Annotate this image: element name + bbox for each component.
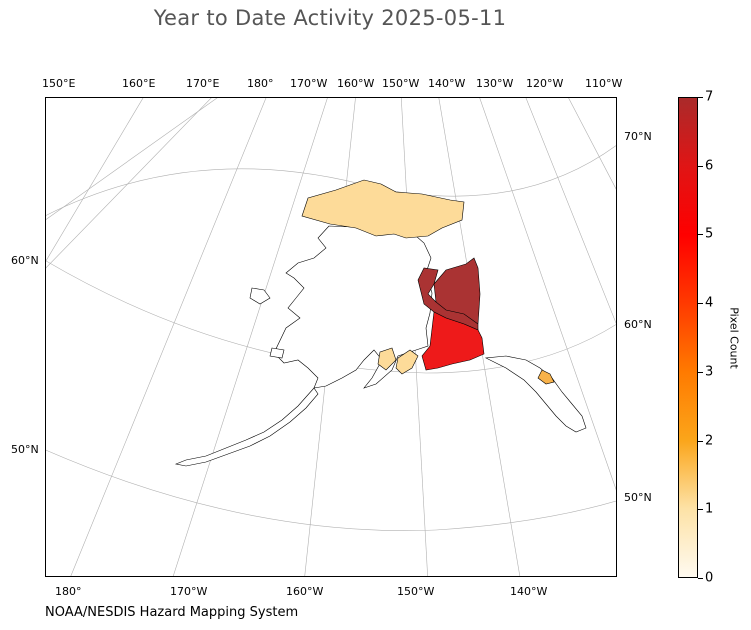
map-title: Year to Date Activity 2025-05-11 xyxy=(153,6,507,30)
colorbar-tick-label: 5 xyxy=(705,226,714,242)
meridian-170w xyxy=(172,98,328,576)
lat-label-left: 60°N xyxy=(11,254,39,267)
lon-label-bottom: 160°W xyxy=(286,585,324,598)
region-north-slope xyxy=(301,179,465,239)
meridian-120w xyxy=(525,98,616,324)
lon-label-top: 170°E xyxy=(186,77,220,90)
credit-text: NOAA/NESDIS Hazard Mapping System xyxy=(45,605,299,620)
map-frame xyxy=(45,97,617,577)
colorbar-tick xyxy=(698,441,703,442)
alaska-base xyxy=(174,225,587,467)
lat-label-right: 50°N xyxy=(624,491,652,504)
colorbar-tick-label: 4 xyxy=(705,295,714,311)
lon-label-top: 160°E xyxy=(122,77,156,90)
colorbar-tick-label: 0 xyxy=(705,570,714,586)
lon-label-top: 170°W xyxy=(290,77,328,90)
colorbar-tick xyxy=(698,166,703,167)
lon-label-top: 160°W xyxy=(337,77,375,90)
lon-label-bottom: 150°W xyxy=(397,585,435,598)
lon-label-top: 130°W xyxy=(476,77,514,90)
colorbar-tick xyxy=(698,97,703,98)
colorbar-tick xyxy=(698,234,703,235)
region-kenai xyxy=(377,347,419,375)
colorbar-tick xyxy=(698,372,703,373)
lon-label-bottom: 180° xyxy=(55,585,82,598)
lon-label-top: 110°W xyxy=(585,77,623,90)
lon-label-top: 180° xyxy=(247,77,274,90)
colorbar-tick xyxy=(698,509,703,510)
lon-label-top: 150°W xyxy=(382,77,420,90)
activity-regions xyxy=(301,179,555,385)
colorbar-tick-label: 7 xyxy=(705,89,714,105)
colorbar-tick-label: 2 xyxy=(705,433,714,449)
meridian-150e xyxy=(46,98,144,262)
lon-label-top: 120°W xyxy=(526,77,564,90)
colorbar-tick-label: 1 xyxy=(705,501,714,517)
region-southeast-fairbanks xyxy=(421,311,485,371)
lon-label-bottom: 140°W xyxy=(510,585,548,598)
meridian-130w xyxy=(479,98,616,491)
lon-label-top: 140°W xyxy=(428,77,466,90)
colorbar-title: Pixel Count xyxy=(727,307,741,369)
parallel-50n xyxy=(46,449,616,531)
colorbar-tick-label: 6 xyxy=(705,158,714,174)
lat-label-left: 50°N xyxy=(11,443,39,456)
meridian-170e xyxy=(46,98,218,220)
colorbar-tick xyxy=(698,578,703,579)
colorbar xyxy=(678,97,698,578)
lon-label-bottom: 170°W xyxy=(170,585,208,598)
map-canvas xyxy=(46,98,616,576)
colorbar-tick xyxy=(698,303,703,304)
colorbar-tick-label: 3 xyxy=(705,364,714,380)
lat-label-right: 70°N xyxy=(624,130,652,143)
region-haines xyxy=(537,369,555,385)
meridian-180 xyxy=(70,98,267,576)
meridian-110w xyxy=(568,98,616,190)
meridian-160e xyxy=(46,98,212,269)
lat-label-right: 60°N xyxy=(624,318,652,331)
lon-label-top: 150°E xyxy=(42,77,76,90)
